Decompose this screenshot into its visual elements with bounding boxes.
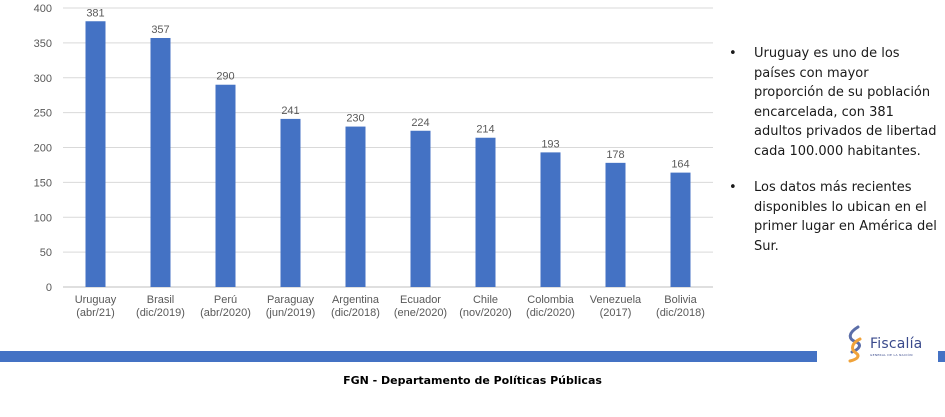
data-label: 193 (541, 138, 559, 150)
bar (670, 172, 691, 287)
bar (280, 118, 301, 287)
x-tick-label: (abr/2020) (200, 307, 251, 319)
x-tick-label: (dic/2018) (656, 307, 705, 319)
data-label: 357 (151, 24, 169, 36)
bullet-item: • Uruguay es uno de los países con mayor… (726, 44, 940, 161)
bars (85, 21, 691, 288)
data-label: 290 (216, 71, 234, 83)
x-tick-label: (abr/21) (76, 307, 115, 319)
x-tick-label: Uruguay (75, 294, 117, 306)
bullet-marker: • (729, 46, 737, 61)
fiscalia-logo: Fiscalía GENERAL DE LA NACIÓN (842, 323, 923, 363)
data-label: 214 (476, 124, 494, 136)
y-tick-label: 250 (34, 108, 52, 120)
x-tick-label: Bolivia (664, 294, 697, 306)
data-label: 230 (346, 113, 364, 125)
y-tick-label: 300 (34, 73, 52, 85)
x-tick-label: Venezuela (590, 294, 642, 306)
data-label: 164 (671, 159, 689, 171)
x-tick-label: (dic/2018) (331, 307, 380, 319)
bar (150, 37, 171, 288)
bar-chart: 0 50 100 150 200 250 300 350 400 381 357 290 241 230… (34, 3, 713, 319)
y-axis-ticks: 0 50 100 150 200 250 300 350 400 (34, 3, 52, 294)
x-tick-label: (dic/2020) (526, 307, 575, 319)
bar (215, 84, 236, 287)
bullet-item: • Los datos más recientes disponibles lo… (726, 178, 940, 256)
bar (540, 152, 561, 287)
footer-band-left (0, 351, 817, 362)
footer-band-right (938, 351, 945, 362)
y-tick-label: 50 (40, 247, 52, 259)
logo-tagline: GENERAL DE LA NACIÓN (870, 353, 913, 357)
y-tick-label: 400 (34, 3, 52, 15)
bullet-marker: • (729, 180, 737, 195)
data-label: 224 (411, 117, 429, 129)
x-tick-label: Paraguay (267, 294, 315, 306)
x-tick-label: (nov/2020) (459, 307, 512, 319)
data-label: 241 (281, 105, 299, 117)
y-tick-label: 200 (34, 143, 52, 155)
x-tick-label: (ene/2020) (394, 307, 447, 319)
y-tick-label: 0 (46, 282, 52, 294)
bar (345, 126, 366, 287)
x-tick-label: Colombia (527, 294, 574, 306)
y-tick-label: 100 (34, 212, 52, 224)
x-tick-label: (2017) (600, 307, 632, 319)
footer-text: FGN - Departamento de Políticas Públicas (343, 374, 602, 387)
data-label: 178 (606, 149, 624, 161)
data-label: 381 (86, 7, 104, 19)
x-tick-label: Argentina (332, 294, 380, 306)
data-labels: 381 357 290 241 230 224 214 193 178 164 (86, 7, 689, 170)
logo-name: Fiscalía (870, 336, 923, 352)
gridlines (63, 7, 713, 288)
bar (85, 21, 106, 287)
bullet-list: • Uruguay es uno de los países con mayor… (726, 44, 940, 273)
x-tick-label: (dic/2019) (136, 307, 185, 319)
x-tick-label: Brasil (147, 294, 175, 306)
x-tick-label: Ecuador (400, 294, 441, 306)
bar (605, 162, 626, 287)
y-tick-label: 350 (34, 38, 52, 50)
x-tick-label: Perú (214, 294, 237, 306)
x-tick-label: (jun/2019) (266, 307, 316, 319)
y-tick-label: 150 (34, 177, 52, 189)
fiscalia-swirl-icon (848, 325, 862, 363)
x-tick-label: Chile (473, 294, 498, 306)
bar (410, 130, 431, 287)
bullet-text: Uruguay es uno de los países con mayor p… (754, 46, 937, 159)
bullet-text: Los datos más recientes disponibles lo u… (754, 180, 937, 254)
bar (475, 137, 496, 287)
x-axis-ticks: Uruguay(abr/21) Brasil(dic/2019) Perú(abr/… (75, 294, 705, 319)
